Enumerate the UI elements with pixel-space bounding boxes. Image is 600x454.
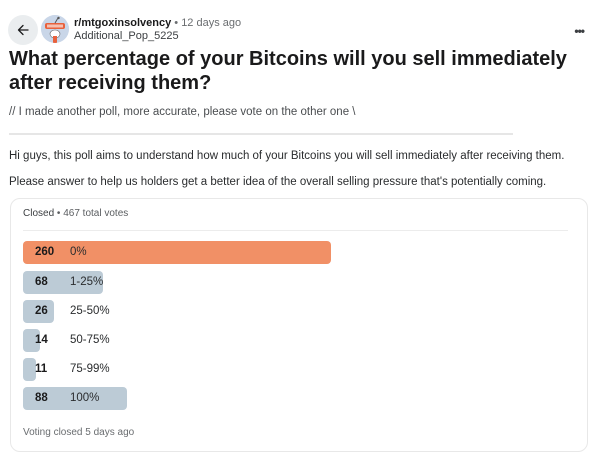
- poll-option-count: 14: [35, 334, 48, 346]
- poll-card: Closed • 467 total votes 260 0% 68 1-25% 26 2…: [10, 198, 588, 452]
- poll-option-count: 11: [35, 363, 48, 375]
- poll-result-bar: [23, 271, 103, 294]
- poll-option-count: 88: [35, 392, 48, 404]
- poll-option-label: 100%: [70, 392, 100, 404]
- poll-option-label: 1-25%: [70, 276, 104, 288]
- poll-result-bar: [23, 358, 36, 381]
- poll-result-bar: [23, 241, 331, 264]
- poll-option: 260 0%: [23, 241, 563, 264]
- author-link[interactable]: Additional_Pop_5225: [74, 30, 179, 42]
- post-header: r/mtgoxinsolvency • 12 days ago Addition…: [8, 14, 592, 46]
- poll-option-count: 68: [35, 276, 48, 288]
- poll-option-count: 26: [35, 305, 48, 317]
- poll-result-bar: [23, 329, 40, 352]
- content-divider: [9, 133, 513, 135]
- poll-option-count: 260: [35, 246, 55, 258]
- post-body-paragraph: Hi guys, this poll aims to understand ho…: [9, 150, 565, 162]
- poll-option: 26 25-50%: [23, 300, 563, 323]
- poll-total-votes: 467 total votes: [63, 208, 129, 219]
- meta-separator: •: [174, 17, 179, 29]
- subreddit-link[interactable]: r/mtgoxinsolvency: [74, 17, 172, 29]
- poll-divider: [23, 230, 568, 231]
- poll-result-bar: [23, 300, 54, 323]
- poll-status: Closed: [23, 208, 55, 219]
- poll-footer: Voting closed 5 days ago: [23, 427, 135, 438]
- poll-separator: •: [56, 208, 61, 219]
- post-body-paragraph: Please answer to help us holders get a b…: [9, 176, 547, 188]
- poll-header: Closed • 467 total votes: [23, 208, 128, 219]
- poll-option-label: 25-50%: [70, 305, 110, 317]
- poll-option: 11 75-99%: [23, 358, 563, 381]
- poll-option-label: 0%: [70, 246, 87, 258]
- subreddit-avatar[interactable]: [41, 15, 69, 43]
- poll-result-bar: [23, 387, 127, 410]
- post-time: 12 days ago: [181, 17, 242, 29]
- poll-option: 88 100%: [23, 387, 563, 410]
- back-button[interactable]: [8, 15, 38, 45]
- poll-option: 68 1-25%: [23, 271, 563, 294]
- post-title: What percentage of your Bitcoins will yo…: [9, 48, 567, 94]
- post-flair-text: // I made another poll, more accurate, p…: [9, 106, 356, 118]
- poll-option-label: 75-99%: [70, 363, 110, 375]
- post-meta: r/mtgoxinsolvency • 12 days ago Addition…: [74, 17, 241, 43]
- more-options-button[interactable]: •••: [574, 24, 585, 38]
- arrow-left-icon: [17, 24, 29, 36]
- poll-option: 14 50-75%: [23, 329, 563, 352]
- poll-option-label: 50-75%: [70, 334, 110, 346]
- snoo-avatar-icon: [41, 15, 69, 43]
